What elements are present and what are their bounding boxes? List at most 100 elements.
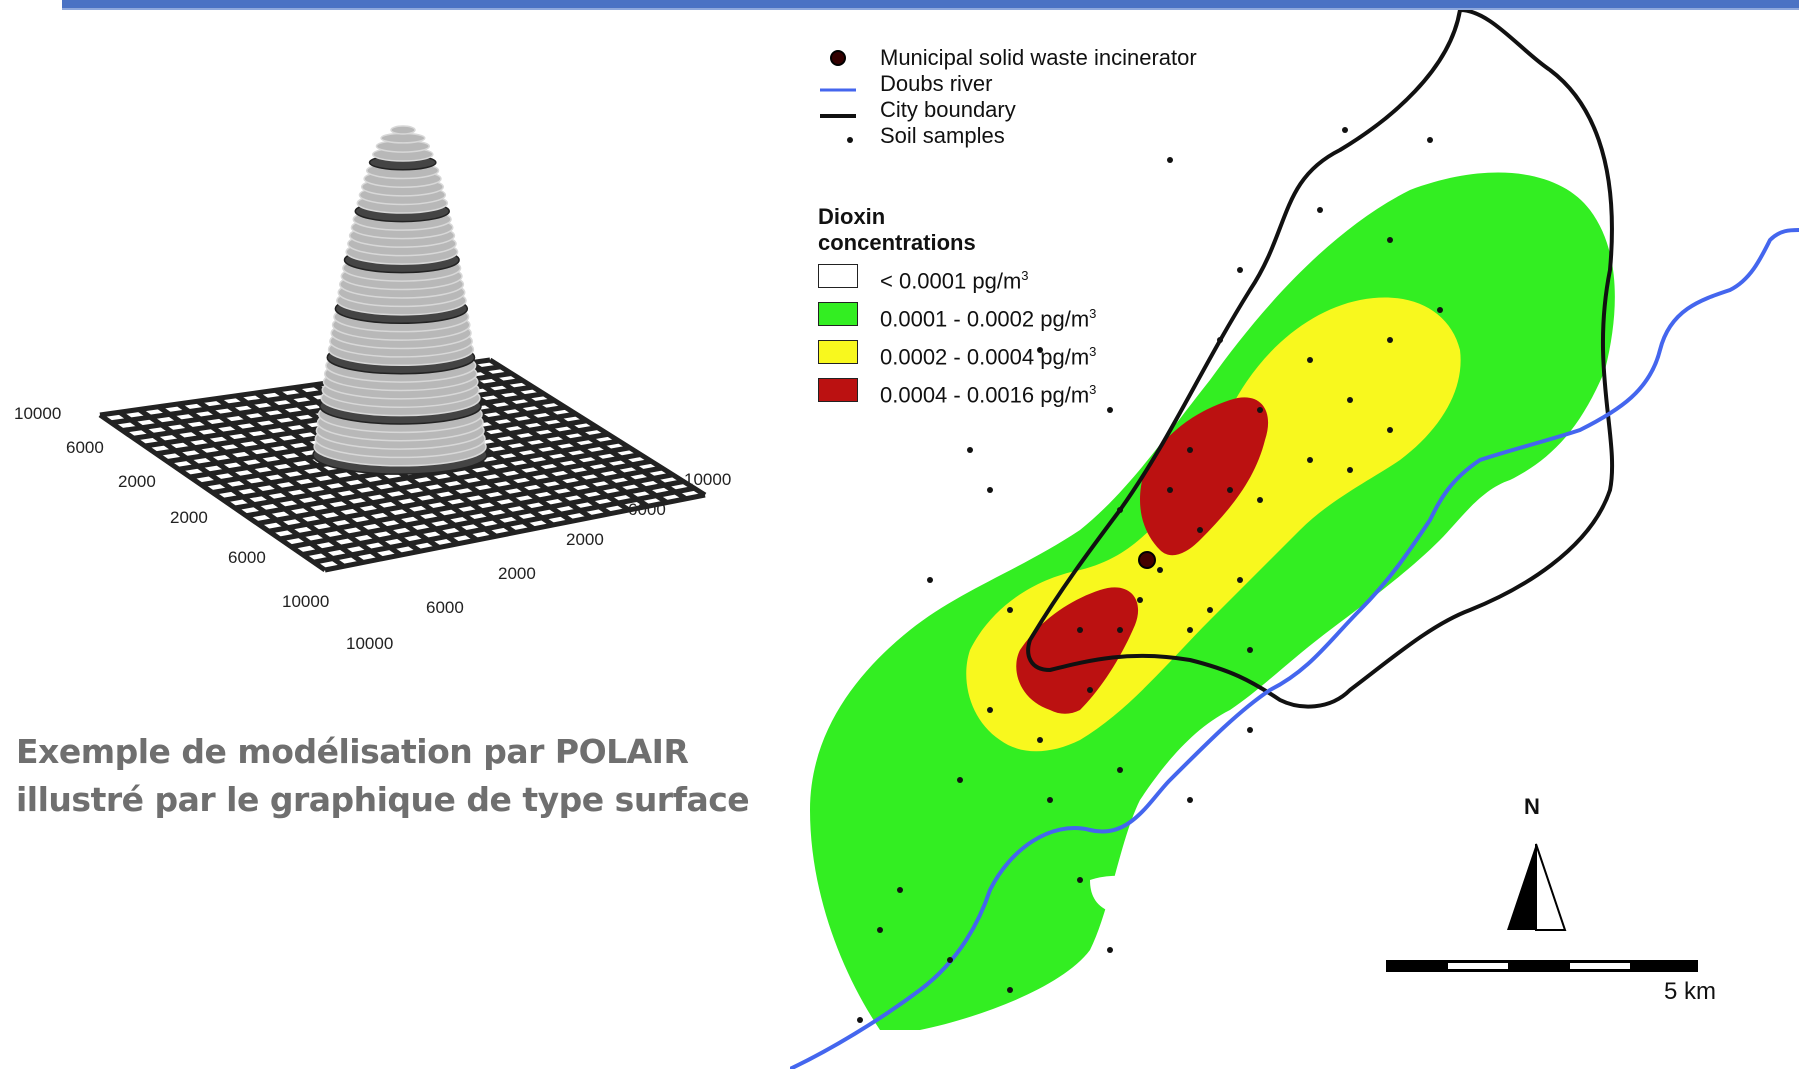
class-3-label: 0.0004 - 0.0016 pg/m — [880, 382, 1090, 408]
tick-label: 10000 — [346, 634, 394, 653]
legend-class-label: 0.0001 - 0.0002 pg/m3 — [880, 300, 1096, 333]
soil-sample-dot — [1077, 877, 1083, 883]
tick-label: 2000 — [566, 530, 604, 549]
city-boundary — [1026, 7, 1615, 709]
soil-sample-dot — [1387, 337, 1393, 343]
soil-sample-dot — [1307, 457, 1313, 463]
soil-sample-dot — [877, 927, 883, 933]
legend-class-label: 0.0004 - 0.0016 pg/m3 — [880, 376, 1096, 409]
soil-sample-dot — [1157, 567, 1163, 573]
dioxin-map — [789, 7, 1799, 1071]
surface-grid-line — [488, 357, 707, 498]
surface-grid-line — [290, 472, 674, 550]
soil-sample-dot — [1007, 607, 1013, 613]
surface-grid-line — [324, 492, 706, 573]
top-rule — [62, 0, 1799, 10]
tick-label: 2000 — [170, 508, 208, 527]
legend-class-label: < 0.0001 pg/m3 — [880, 262, 1029, 295]
soil-sample-dot — [957, 777, 963, 783]
zone-red-north — [1140, 397, 1269, 556]
surface-grid-line — [245, 445, 631, 519]
soil-sample-dot — [1107, 407, 1113, 413]
surface-grid-line — [469, 360, 688, 501]
soil-sample-dot — [1047, 797, 1053, 803]
tick-label: 6000 — [426, 598, 464, 617]
tick-label: 2000 — [118, 472, 156, 491]
surface-grid-line — [268, 458, 652, 534]
north-arrow-icon — [1507, 843, 1567, 931]
soil-sample-dot — [1037, 347, 1043, 353]
soil-sample-dot — [1007, 987, 1013, 993]
soil-sample-dot — [927, 577, 933, 583]
legend-boundary-label: City boundary — [880, 97, 1016, 122]
surface-grid-line — [449, 363, 669, 505]
soil-sample-dot — [1437, 307, 1443, 313]
soil-sample-dot — [1187, 627, 1193, 633]
soil-sample-dot — [1107, 947, 1113, 953]
soil-sample-dot — [987, 487, 993, 493]
tick-label: 10000 — [282, 592, 330, 611]
class-0-label: < 0.0001 pg/m — [880, 268, 1022, 294]
soil-sample-dot — [1077, 627, 1083, 633]
swatch-red — [818, 378, 858, 402]
surface-peak-band — [390, 125, 416, 135]
soil-sample-dot — [1187, 447, 1193, 453]
soil-sample-dot — [947, 957, 953, 963]
soil-sample-dot — [1087, 687, 1093, 693]
surface-plot-graphic — [98, 125, 707, 573]
boundary-line-icon — [820, 114, 856, 118]
soil-sample-dot — [1317, 207, 1323, 213]
soil-sample-dot — [1117, 627, 1123, 633]
incinerator-icon — [830, 50, 846, 66]
soil-sample-dot — [1137, 597, 1143, 603]
caption-line-2: illustré par le graphique de type surfac… — [16, 780, 750, 819]
class-2-label: 0.0002 - 0.0004 pg/m — [880, 344, 1090, 370]
soil-sample-dot — [857, 1017, 863, 1023]
unit-superscript: 3 — [1089, 344, 1097, 359]
soil-sample-dot — [1347, 467, 1353, 473]
soil-sample-dot — [1187, 797, 1193, 803]
surface-grid-line — [279, 465, 663, 542]
legend-incinerator-label: Municipal solid waste incinerator — [880, 45, 1197, 70]
caption: Exemple de modélisation par POLAIR illus… — [16, 728, 750, 824]
soil-sample-dot — [1237, 577, 1243, 583]
unit-superscript: 3 — [1089, 306, 1097, 321]
soil-sample-dot — [1257, 407, 1263, 413]
tick-label: 6000 — [228, 548, 266, 567]
soil-sample-dot — [967, 447, 973, 453]
soil-sample-dot — [1427, 137, 1433, 143]
legend-river-label: Doubs river — [880, 71, 993, 96]
incinerator-marker — [1138, 551, 1156, 569]
legend-concentrations-title: Dioxin concentrations — [818, 204, 976, 255]
scale-label: 5 km — [1664, 978, 1717, 1005]
swatch-green — [818, 302, 858, 326]
legend-samples-label: Soil samples — [880, 123, 1005, 148]
soil-sample-dot — [1257, 497, 1263, 503]
soil-sample-dot — [1207, 607, 1213, 613]
zone-white-island — [1090, 875, 1170, 917]
tick-label: 6000 — [628, 500, 666, 519]
soil-sample-dot — [1117, 507, 1123, 513]
map-graphic — [789, 7, 1799, 1071]
soil-sample-dot — [1167, 487, 1173, 493]
surface-plot — [0, 110, 760, 670]
soil-sample-dot — [1197, 527, 1203, 533]
soil-sample-dot — [897, 887, 903, 893]
soil-sample-dot — [1342, 127, 1348, 133]
soil-sample-dot — [1247, 647, 1253, 653]
tick-label: 10000 — [14, 404, 62, 423]
soil-sample-dot — [987, 707, 993, 713]
tick-label: 10000 — [684, 470, 732, 489]
sample-dot-icon — [847, 137, 853, 143]
soil-sample-dot — [1117, 767, 1123, 773]
unit-superscript: 3 — [1089, 382, 1097, 397]
soil-sample-dot — [1227, 487, 1233, 493]
unit-superscript: 3 — [1021, 268, 1029, 283]
legend-class-label: 0.0002 - 0.0004 pg/m3 — [880, 338, 1096, 371]
tick-label: 6000 — [66, 438, 104, 457]
scale-bar — [1386, 960, 1698, 972]
surface-peak-band — [380, 132, 426, 144]
north-label: N — [1524, 794, 1540, 819]
doubs-river — [789, 228, 1799, 1071]
swatch-white — [818, 264, 858, 288]
